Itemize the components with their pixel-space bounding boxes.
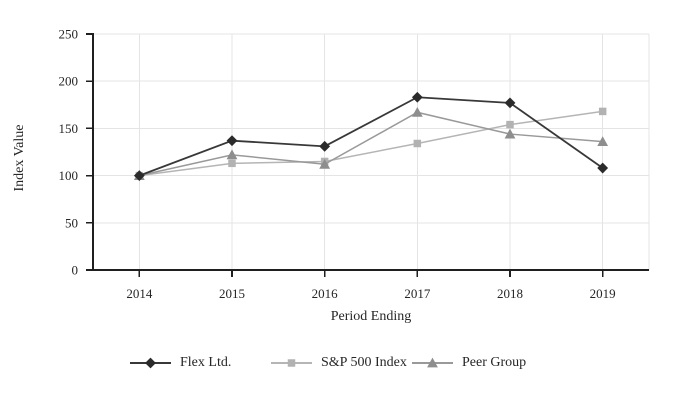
legend-swatch-triangle-icon (412, 357, 453, 368)
legend-label: Peer Group (462, 355, 527, 370)
x-axis-title: Period Ending (330, 309, 412, 324)
chart-legend: Flex Ltd. S&P 500 Index Peer Group (0, 355, 682, 372)
x-tick-label-2017: 2017 (404, 286, 431, 301)
series-marker-peer-group (597, 136, 609, 147)
series-line-flex-ltd (139, 96, 604, 177)
series-marker-peer-group (504, 128, 516, 139)
y-tick-label-0: 0 (72, 263, 79, 278)
x-tick-label-2018: 2018 (497, 286, 523, 301)
series-marker-peer-group (319, 158, 331, 169)
legend-marker (427, 357, 438, 368)
series-marker-flex-ltd (411, 91, 423, 103)
series-marker-flex-ltd (504, 97, 516, 109)
x-tick-label-2016: 2016 (312, 286, 339, 301)
series-marker-s-p-500-index (598, 107, 607, 116)
series-marker-s-p-500-index (506, 120, 514, 129)
x-tick-label-2014: 2014 (126, 286, 153, 301)
series-line-peer-group (139, 111, 603, 177)
y-tick-label-100: 100 (59, 168, 79, 183)
series-marker-s-p-500-index (228, 159, 236, 168)
legend-marker (145, 357, 156, 369)
series-flex-ltd (133, 91, 609, 181)
legend-marker (287, 359, 296, 367)
y-tick-label-150: 150 (59, 121, 79, 136)
x-tick-label-2019: 2019 (590, 286, 616, 301)
legend-item-flex-ltd: Flex Ltd. (130, 355, 232, 370)
legend-swatch-square-icon (271, 359, 312, 367)
y-tick-label-50: 50 (65, 215, 78, 230)
legend-label: S&P 500 Index (321, 355, 407, 370)
series-peer-group (133, 106, 609, 181)
line-chart-plot: 0 50 100 150 200 250 2014 2015 2016 2017 2018 2019 (59, 27, 650, 301)
legend-swatch-diamond-icon (130, 357, 171, 369)
series-marker-flex-ltd (226, 135, 238, 147)
series-marker-s-p-500-index (413, 139, 422, 148)
x-tick-label-2015: 2015 (219, 286, 245, 301)
series-line-s-p-500-index (139, 110, 603, 177)
y-tick-label-250: 250 (59, 27, 79, 42)
y-tick-label-200: 200 (59, 74, 79, 89)
series-marker-peer-group (226, 149, 238, 160)
legend-item-peer-group: Peer Group (412, 355, 527, 370)
series-marker-flex-ltd (597, 162, 609, 174)
legend-label: Flex Ltd. (180, 355, 232, 370)
legend-item-sp500-index: S&P 500 Index (271, 355, 407, 370)
series-marker-peer-group (411, 106, 423, 117)
series-marker-flex-ltd (319, 140, 331, 152)
series-marker-flex-ltd (133, 170, 145, 181)
y-axis-title: Index Value (12, 124, 27, 192)
series-s-p-500-index (135, 107, 607, 180)
